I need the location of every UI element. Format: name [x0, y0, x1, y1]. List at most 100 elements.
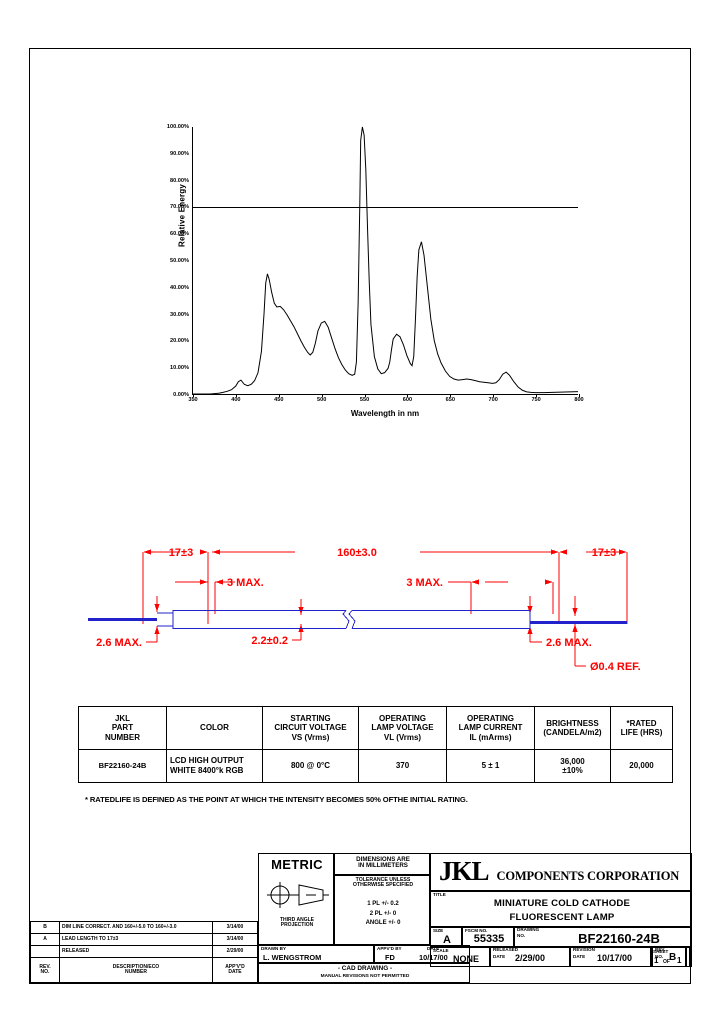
chart-x-tick: 500	[316, 397, 327, 403]
dim-overall-length: 160±3.0	[337, 547, 377, 559]
table-row: BF22160-24B LCD HIGH OUTPUT WHITE 8400°k…	[78, 749, 673, 783]
revision-history-block: B DIM LINE CORRECT. AND 160+/-5.0 TO 160…	[30, 921, 258, 983]
dim-tube-dia: 2.2±0.2	[251, 635, 288, 647]
chart-x-tick: 800	[574, 397, 584, 403]
rev-description: RELEASED	[59, 945, 213, 958]
fscm-value: 55335	[473, 933, 505, 945]
col-header-operating-current: OPERATING LAMP CURRENT IL (mArms)	[446, 706, 535, 750]
projection-caption: THIRD ANGLE PROJECTION	[280, 917, 314, 928]
chart-x-tick-mark	[235, 394, 237, 397]
chart-x-tick-mark	[278, 394, 280, 397]
chart-x-tick-mark	[193, 394, 194, 397]
scale-value: NONE	[452, 954, 479, 964]
drawing-sheet-border: Relative Energy 0.00% 10.00% 20.00% 30.00% 4…	[29, 48, 692, 984]
chart-y-tick: 80.00%	[170, 177, 189, 184]
dim-lead-dia-left: 2.6 MAX.	[96, 637, 142, 649]
dim-lead-dia-right: 2.6 MAX.	[546, 637, 592, 649]
chart-x-tick-mark	[407, 394, 409, 397]
rev-number-value: B	[669, 952, 677, 963]
released-date-cell: RELEASED DATE 2/29/00	[490, 947, 570, 967]
rev-col-header-appvd-date: APP'V'D DATE	[212, 957, 258, 983]
cell-starting-voltage: 800 @ 0°C	[262, 749, 359, 783]
rev-col-header-description: DESCRIPTION/ECO NUMBER	[59, 957, 213, 983]
sheet-block: SHEET 1 OF 1	[650, 947, 690, 967]
dim-lead-left: 17±3	[169, 547, 193, 559]
drawn-by-value: L. WENGSTROM	[263, 953, 322, 962]
chart-x-tick: 350	[188, 397, 198, 403]
rated-life-footnote: * RATEDLIFE IS DEFINED AS THE POINT AT W…	[85, 795, 468, 804]
chart-x-tick: 650	[445, 397, 455, 403]
chart-x-tick-mark	[450, 394, 452, 397]
chart-x-tick: 750	[531, 397, 541, 403]
fscm-cell: FSCM NO. 55335	[462, 927, 514, 947]
col-header-starting-voltage: STARTING CIRCUIT VOLTAGE VS (Vrms)	[262, 706, 359, 750]
chart-y-tick: 70.00%	[170, 204, 189, 211]
drawing-number-cell: DRAWING NO. BF22160-24B	[514, 927, 692, 947]
drawing-number-value: BF22160-24B	[578, 931, 660, 946]
released-date-value: 2/29/00	[515, 953, 546, 963]
chart-y-tick: 0.00%	[173, 392, 189, 398]
sheet-value: 1	[654, 956, 659, 965]
chart-x-tick-mark	[536, 394, 538, 397]
rev-col-header-no: REV. NO.	[30, 957, 60, 983]
chart-y-tick: 10.00%	[170, 365, 189, 372]
approved-by-cell: APPV'D BY DATE FD 10/17/00	[374, 945, 470, 963]
cell-operating-current: 5 ± 1	[446, 749, 535, 783]
spectrum-chart: Relative Energy 0.00% 10.00% 20.00% 30.00% 4…	[130, 119, 590, 429]
tolerance-cell: TOLERANCE UNLESS OTHERWISE SPECIFIED 1 P…	[334, 875, 430, 945]
chart-y-tick: 40.00%	[170, 284, 189, 291]
table-header-row: JKL PART NUMBER COLOR STARTING CIRCUIT V…	[78, 706, 673, 750]
revision-row: A LEAD LENGTH TO 17±3 3/14/00	[30, 933, 258, 946]
revision-row: RELEASED 2/29/00	[30, 945, 258, 958]
rev-date: 3/14/00	[212, 933, 258, 946]
revision-date-value: 10/17/00	[597, 953, 633, 963]
scale-cell: SCALE NONE	[430, 947, 490, 967]
drawn-by-cell: DRAWN BY L. WENGSTROM	[258, 945, 374, 963]
chart-y-tick: 100.00%	[166, 124, 189, 130]
cell-brightness: 36,000 ±10%	[534, 749, 611, 783]
chart-x-tick-mark	[493, 394, 495, 397]
chart-x-tick: 600	[402, 397, 413, 403]
cell-rated-life: 20,000	[610, 749, 673, 783]
chart-y-tick: 60.00%	[170, 231, 189, 238]
tolerance-values: 1 PL +/- 0.2 2 PL +/- 0 ANGLE +/- 0	[365, 901, 401, 927]
chart-x-tick: 700	[488, 397, 498, 403]
approved-by-value: FD	[385, 953, 395, 962]
chart-y-tick: 50.00%	[170, 258, 189, 264]
lamp-mechanical-drawing: 17±3 160±3.0 17±3 3 MAX. 3 MAX. 2.6 MAX.…	[30, 474, 692, 689]
rev-description: DIM LINE CORRECT. AND 160+/-5.0 TO 160+/…	[59, 921, 213, 934]
cad-drawing-note-cell: - CAD DRAWING - MANUAL REVISIONS NOT PER…	[258, 963, 470, 983]
chart-x-tick: 450	[274, 397, 284, 403]
title-line-2: FLUORESCENT LAMP	[509, 912, 615, 923]
size-value: A	[443, 934, 451, 946]
chart-plot-area: 0.00% 10.00% 20.00% 30.00% 40.00% 50.00% 60.00…	[167, 124, 584, 403]
rev-letter: A	[30, 933, 60, 946]
dim-seal-left: 3 MAX.	[227, 577, 264, 589]
chart-x-axis-label: Wavelength in nm	[350, 409, 420, 418]
cell-part-number: BF22160-24B	[78, 749, 167, 783]
rev-description: LEAD LENGTH TO 17±3	[59, 933, 213, 946]
dim-seal-right: 3 MAX.	[406, 577, 443, 589]
cell-color: LCD HIGH OUTPUT WHITE 8400°k RGB	[166, 749, 263, 783]
drawing-title-cell: TITLE MINIATURE COLD CATHODE FLUORESCENT…	[430, 891, 692, 927]
rev-date: 3/14/00	[212, 921, 258, 934]
col-header-color: COLOR	[166, 706, 263, 750]
chart-x-tick-mark	[579, 394, 580, 397]
metric-label: METRIC	[271, 857, 323, 872]
col-header-operating-voltage: OPERATING LAMP VOLTAGE VL (Vrms)	[358, 706, 447, 750]
metric-projection-cell: METRIC THIRD ANGLE PROJECTION	[258, 853, 334, 945]
chart-x-tick-mark	[364, 394, 366, 397]
specification-table: JKL PART NUMBER COLOR STARTING CIRCUIT V…	[78, 706, 673, 783]
chart-x-tick-mark	[321, 394, 323, 397]
chart-y-tick: 90.00%	[170, 150, 189, 157]
chart-x-tick: 550	[359, 397, 370, 403]
revision-date-cell: REVISION DATE 10/17/00	[570, 947, 652, 967]
rev-letter: B	[30, 921, 60, 934]
chart-y-tick: 20.00%	[170, 338, 189, 345]
third-angle-projection-symbol	[267, 882, 329, 908]
title-block: B DIM LINE CORRECT. AND 160+/-5.0 TO 160…	[30, 853, 692, 983]
cell-operating-voltage: 370	[358, 749, 447, 783]
dim-wire-dia: Ø0.4 REF.	[590, 661, 641, 673]
dim-lead-right: 17±3	[592, 547, 616, 559]
chart-gridline	[193, 207, 578, 209]
